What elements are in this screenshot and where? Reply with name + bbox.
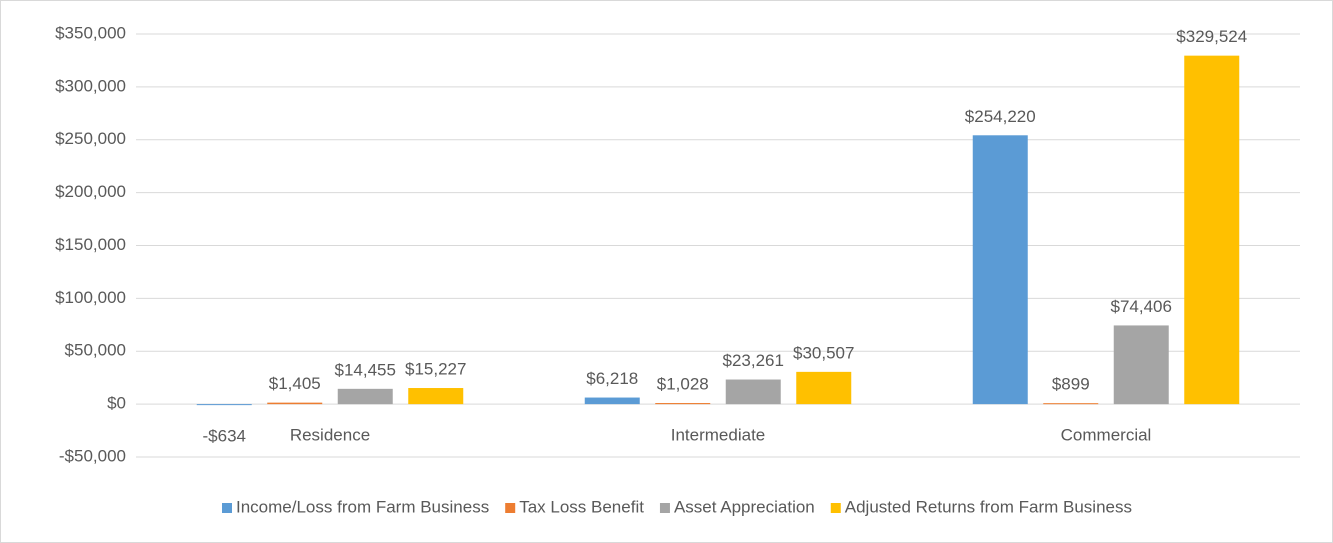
- data-label: -$634: [203, 426, 246, 445]
- y-tick-label: $100,000: [55, 288, 126, 307]
- data-label: $1,405: [269, 374, 321, 393]
- bar: [1184, 55, 1240, 405]
- data-label: $1,028: [657, 375, 709, 394]
- legend-label: Asset Appreciation: [674, 497, 815, 516]
- data-label: $6,218: [586, 369, 638, 388]
- data-label: $14,455: [335, 360, 396, 379]
- data-label: $899: [1052, 375, 1090, 394]
- data-label: $23,261: [723, 351, 784, 370]
- y-tick-label: $300,000: [55, 76, 126, 95]
- bar: [1043, 403, 1099, 405]
- bar: [584, 397, 640, 405]
- y-tick-label: -$50,000: [59, 446, 126, 465]
- y-tick-label: $250,000: [55, 129, 126, 148]
- x-tick-label: Residence: [290, 426, 370, 445]
- bar: [655, 403, 711, 405]
- bar: [1113, 325, 1169, 405]
- legend-label: Adjusted Returns from Farm Business: [845, 497, 1132, 516]
- x-tick-label: Commercial: [1061, 426, 1152, 445]
- bar: [337, 388, 393, 405]
- y-tick-label: $350,000: [55, 23, 126, 42]
- legend-swatch: [222, 503, 232, 513]
- data-label: $329,524: [1176, 27, 1247, 46]
- x-tick-label: Intermediate: [671, 426, 766, 445]
- data-label: $15,227: [405, 360, 466, 379]
- data-label: $74,406: [1111, 297, 1172, 316]
- y-tick-label: $150,000: [55, 235, 126, 254]
- bar: [725, 379, 781, 405]
- bar: [196, 404, 252, 406]
- legend-swatch: [830, 503, 841, 513]
- bar: [267, 402, 323, 405]
- legend-swatch: [659, 503, 670, 513]
- legend-swatch: [505, 503, 516, 513]
- bar: [796, 371, 852, 405]
- bar: [972, 135, 1028, 405]
- legend-label: Tax Loss Benefit: [519, 497, 644, 516]
- y-tick-label: $0: [107, 394, 126, 413]
- y-tick-label: $200,000: [55, 182, 126, 201]
- bar: [408, 388, 464, 405]
- y-tick-label: $50,000: [65, 341, 126, 360]
- data-label: $30,507: [793, 343, 854, 362]
- data-label: $254,220: [965, 107, 1036, 126]
- legend-label: Income/Loss from Farm Business: [236, 497, 489, 516]
